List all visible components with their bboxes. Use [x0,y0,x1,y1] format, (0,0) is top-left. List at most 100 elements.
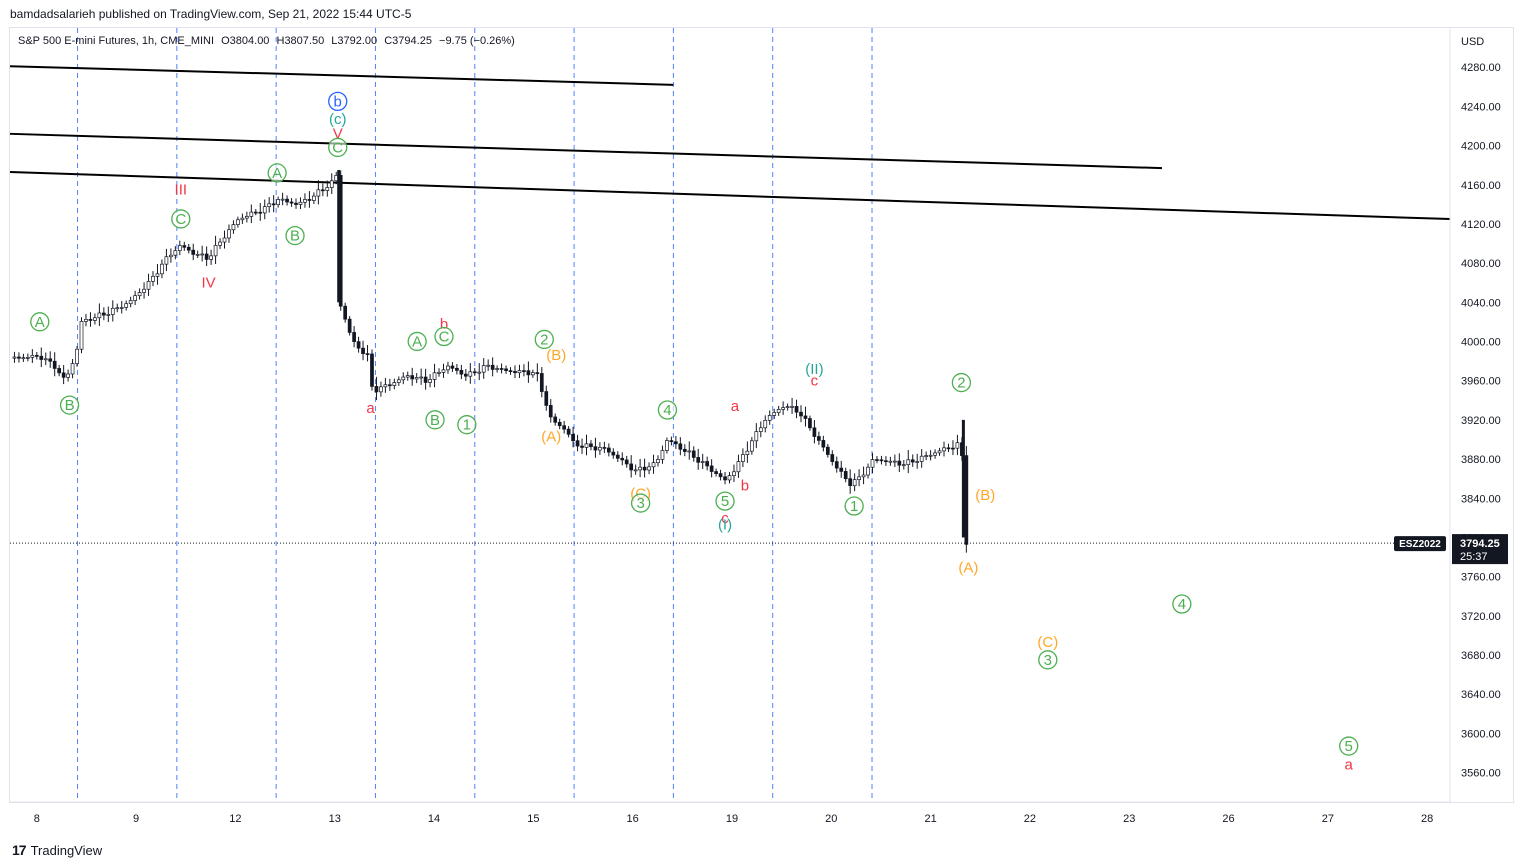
candle-body [656,458,660,464]
candle-body [893,460,897,463]
wave-label[interactable]: (B) [975,487,995,504]
y-tick-label: 4160.00 [1461,180,1501,192]
wave-label[interactable]: 2 [951,372,972,393]
candle-body [401,376,406,381]
wave-label[interactable]: B [425,410,445,430]
wave-label[interactable]: IV [202,275,216,292]
candle-body [218,241,222,246]
candle-body [352,332,356,342]
wave-label-text: C [175,211,186,228]
wave-label[interactable]: (A) [958,560,978,577]
candle-body [106,314,111,316]
candle-body [606,447,611,453]
wave-label[interactable]: C [434,326,454,347]
candle-body [329,180,334,188]
wave-label[interactable]: c [721,510,729,527]
wave-label[interactable]: 1 [457,415,477,435]
wave-label[interactable]: (c) [329,111,347,128]
candle-body [584,443,589,448]
wave-label-text: A [412,333,422,350]
wave-label[interactable]: 4 [657,400,678,420]
candle-body [298,201,303,205]
candle-body [419,376,423,379]
candle-body [17,356,21,359]
footer-brand[interactable]: 17 TradingView [12,842,102,858]
wave-label[interactable]: a [366,400,375,417]
candle-body [575,440,580,447]
wave-label[interactable]: (I) [718,517,732,534]
wave-label[interactable]: (B) [546,347,566,364]
y-tick-label: 3600.00 [1461,728,1501,740]
candle-body [285,198,289,203]
candle-body [231,224,236,231]
wave-label[interactable]: 5 [1339,736,1359,756]
candle-body [142,288,146,293]
wave-label-text: V [333,126,343,143]
candle-body [548,405,553,418]
trend-line[interactable] [9,132,1163,170]
candle-body [75,348,79,364]
candle-body [437,372,441,374]
candle-body [928,454,933,457]
candle-body [531,372,535,376]
wave-label[interactable]: 5 [715,491,735,511]
candle-body [128,300,133,305]
wave-label[interactable]: b [741,477,749,494]
wave-label[interactable]: A [30,312,50,332]
close-value: C3794.25 [384,35,432,47]
candle-body [566,428,571,435]
wave-label[interactable]: A [407,331,427,352]
wave-label-text: 1 [463,417,471,434]
wave-label[interactable]: C [171,209,191,229]
wave-label[interactable]: A [267,163,287,183]
wave-label[interactable]: 3 [630,493,651,513]
candle-body [245,216,249,219]
wave-label[interactable]: V [333,126,343,143]
trend-line[interactable] [9,171,1451,221]
wave-label[interactable]: III [175,182,188,199]
candle-body [79,321,84,350]
wave-label[interactable]: a [1345,757,1354,774]
wave-label[interactable]: 2 [534,329,554,350]
trend-line[interactable] [9,65,674,86]
candle-body [88,319,93,321]
y-tick-label: 3720.00 [1461,611,1501,623]
candle-body [517,370,522,374]
wave-label[interactable]: 4 [1172,594,1192,614]
wave-label[interactable]: B [285,225,305,246]
wave-label-text: A [272,165,282,182]
candle-body [262,206,267,214]
candle-body [276,199,280,206]
symbol-name[interactable]: S&P 500 E-mini Futures, 1h, CME_MINI [18,35,215,47]
wave-label[interactable]: (C) [1037,634,1058,651]
candle-body [200,253,205,256]
wave-label[interactable]: 1 [844,496,864,516]
candle-body [379,386,383,393]
candle-body [901,464,906,467]
candle-body [61,372,66,378]
wave-label[interactable]: 3 [1038,650,1058,670]
candle-body [21,357,26,360]
wave-label-text: A [35,314,45,331]
wave-label-text: C [439,329,450,346]
wave-label[interactable]: C [328,137,348,158]
wave-label[interactable]: b [328,91,348,112]
wave-label[interactable]: (A) [541,428,561,445]
candle-body [933,452,937,456]
y-tick-label: 3920.00 [1461,415,1501,427]
candle-body [825,446,830,455]
candle-body [897,460,902,466]
wave-label[interactable]: a [731,398,740,415]
wave-label[interactable]: c [811,373,819,390]
candle-body [204,253,209,260]
wave-label[interactable]: (II) [805,361,823,378]
y-tick-label: 4080.00 [1461,258,1501,270]
high-value: H3807.50 [276,35,325,47]
y-tick-label: 3640.00 [1461,689,1501,701]
candle-body [57,368,62,374]
wave-label[interactable]: B [59,395,80,415]
x-tick-label: 28 [1421,813,1433,825]
wave-label[interactable]: b [440,316,448,333]
wave-label-text: 3 [636,495,644,512]
